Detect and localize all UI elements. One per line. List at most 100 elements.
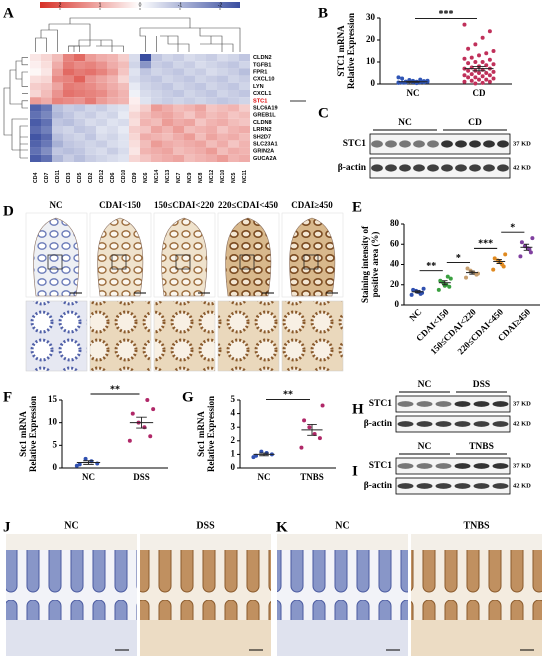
heatmap-cell	[30, 118, 41, 126]
blot-band	[492, 463, 509, 469]
column-label: NC8	[198, 173, 204, 183]
heatmap-cell	[107, 104, 118, 112]
blot-band	[435, 421, 452, 427]
heatmap-cell	[96, 140, 107, 148]
error-bar	[469, 270, 475, 275]
data-point	[480, 74, 485, 79]
column-label: NC11	[242, 170, 248, 183]
y-tick-label: 80	[390, 218, 400, 228]
heatmap-cell	[30, 111, 41, 119]
error-bar	[442, 280, 448, 286]
heatmap-cell	[41, 61, 52, 69]
data-point	[469, 55, 474, 60]
heatmap-cell	[30, 90, 41, 98]
heatmap-cell	[151, 104, 162, 112]
heatmap-cell	[184, 140, 195, 148]
heatmap-cell	[107, 140, 118, 148]
heatmap-cell	[118, 147, 129, 155]
heatmap-cell	[129, 68, 140, 76]
heatmap-cell	[74, 75, 85, 83]
row-label: LYN	[253, 84, 264, 90]
heatmap-cell	[52, 61, 63, 69]
blot-frame	[395, 457, 511, 475]
heatmap-cell	[118, 54, 129, 62]
blot-frame	[395, 477, 511, 495]
heatmap-cell	[129, 133, 140, 141]
row-label: STC1	[369, 399, 392, 409]
group-label: TNBS	[469, 442, 494, 452]
heatmap-cell	[173, 147, 184, 155]
zoom-box	[239, 254, 255, 270]
heatmap-cell	[85, 82, 96, 90]
heatmap-cell	[151, 147, 162, 155]
blot-band	[416, 483, 433, 489]
heatmap-cell	[107, 82, 118, 90]
heatmap-cell	[118, 61, 129, 69]
heatmap-cell	[173, 133, 184, 141]
zoom-image	[281, 300, 344, 372]
heatmap-cell	[96, 97, 107, 105]
heatmap-cell	[96, 111, 107, 119]
heatmap-cell	[118, 82, 129, 90]
y-axis-label: positive area (%)	[370, 232, 380, 298]
data-point	[473, 81, 478, 86]
data-point	[491, 267, 496, 272]
heatmap-cell	[195, 90, 206, 98]
heatmap-cell	[228, 97, 239, 105]
heatmap-cell	[129, 75, 140, 83]
heatmap-cell	[63, 97, 74, 105]
heatmap-cell	[195, 68, 206, 76]
submucosa	[277, 620, 408, 656]
heatmap-cell	[217, 75, 228, 83]
x-tick-label: NC	[82, 472, 95, 482]
heatmap-cell	[239, 147, 250, 155]
data-point	[409, 292, 414, 297]
heatmap-cell	[173, 126, 184, 134]
panel-letter: F	[3, 389, 12, 405]
blot-band	[385, 140, 397, 148]
heatmap-cell	[74, 54, 85, 62]
heatmap-cell	[140, 154, 151, 162]
heatmap-cell	[206, 97, 217, 105]
error-bar	[307, 424, 317, 436]
heatmap-cell	[129, 111, 140, 119]
heatmap-cell	[151, 54, 162, 62]
colorbar-tick-label: -2	[218, 2, 223, 8]
heatmap-cell	[41, 82, 52, 90]
blot-band	[435, 463, 452, 469]
heatmap-cell	[206, 126, 217, 134]
data-point	[448, 276, 453, 281]
submucosa	[140, 620, 271, 656]
data-point	[466, 46, 471, 51]
heatmap-cell	[239, 68, 250, 76]
data-point	[473, 60, 478, 64]
blot-band	[416, 463, 433, 469]
heatmap-cell	[118, 118, 129, 126]
heatmap-cell	[129, 54, 140, 62]
panel-letter: C	[318, 105, 329, 121]
heatmap-cell	[96, 82, 107, 90]
data-point	[480, 60, 485, 64]
size-label: 42 KD	[513, 420, 531, 427]
heatmap-cell	[41, 147, 52, 155]
mucosa	[411, 550, 542, 620]
heatmap-cell	[228, 154, 239, 162]
y-tick-label: 0	[395, 299, 400, 309]
panel-letter: J	[3, 519, 11, 535]
heatmap-cell	[162, 111, 173, 119]
data-point	[473, 42, 478, 47]
tissue	[225, 217, 272, 297]
colorbar-tick-label: 1	[99, 2, 102, 8]
column-label: CD2	[88, 173, 94, 183]
data-point	[83, 456, 88, 461]
heatmap-cell	[140, 111, 151, 119]
error-bar	[83, 460, 94, 465]
zoom-image	[89, 300, 152, 372]
blot-band	[454, 463, 471, 469]
heatmap-cell	[140, 140, 151, 148]
heatmap-cell	[107, 111, 118, 119]
data-point	[127, 438, 132, 443]
data-point	[477, 71, 481, 75]
colorbar	[40, 2, 240, 8]
heatmap-cell	[206, 104, 217, 112]
